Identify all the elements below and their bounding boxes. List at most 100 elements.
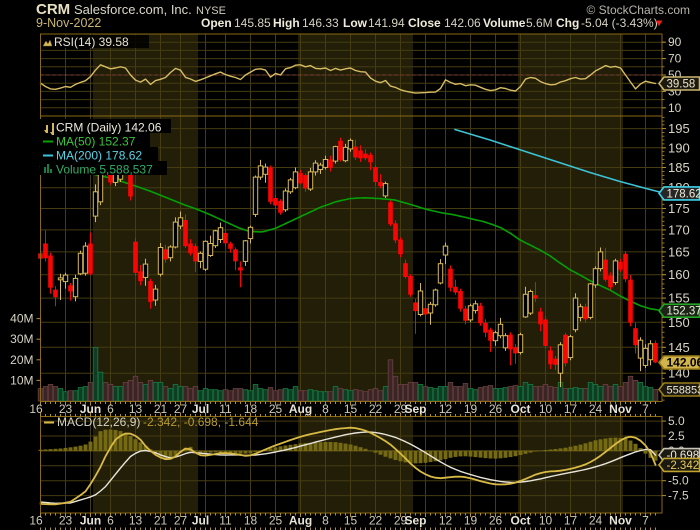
- svg-text:24: 24: [589, 402, 603, 416]
- svg-text:-7.5: -7.5: [668, 489, 689, 503]
- svg-text:7: 7: [642, 514, 649, 528]
- svg-text:Aug: Aug: [289, 514, 312, 528]
- svg-text:16: 16: [29, 402, 43, 416]
- svg-text:8: 8: [322, 514, 329, 528]
- svg-text:MACD(12,26,9): MACD(12,26,9): [57, 415, 140, 429]
- svg-text:12: 12: [439, 402, 453, 416]
- svg-text:Low: Low: [343, 16, 368, 30]
- svg-text:2.5: 2.5: [668, 429, 685, 443]
- svg-text:6: 6: [107, 514, 114, 528]
- svg-text:145.85: 145.85: [234, 16, 271, 30]
- svg-text:26: 26: [489, 402, 503, 416]
- svg-text:5.6M: 5.6M: [526, 16, 553, 30]
- svg-text:11: 11: [219, 402, 232, 416]
- svg-text:5588537: 5588537: [667, 385, 700, 397]
- svg-text:155: 155: [668, 291, 690, 306]
- svg-text:27: 27: [174, 402, 188, 416]
- svg-text:Oct: Oct: [510, 514, 530, 528]
- svg-text:16: 16: [29, 514, 43, 528]
- svg-text:Jul: Jul: [192, 514, 209, 528]
- svg-text:13: 13: [129, 514, 143, 528]
- svg-text:150: 150: [668, 315, 690, 330]
- svg-text:30M: 30M: [10, 332, 33, 346]
- svg-text:-5.04 (-3.43%): -5.04 (-3.43%): [581, 16, 658, 30]
- svg-text:15: 15: [344, 514, 358, 528]
- svg-text:20M: 20M: [10, 353, 33, 367]
- svg-text:NYSE: NYSE: [196, 5, 226, 17]
- svg-text:11: 11: [219, 514, 232, 528]
- svg-text:21: 21: [154, 402, 168, 416]
- svg-text:23: 23: [59, 402, 73, 416]
- svg-text:90: 90: [668, 35, 682, 49]
- svg-text:MA(200) 178.62: MA(200) 178.62: [56, 149, 142, 163]
- svg-text:10: 10: [539, 402, 553, 416]
- svg-text:29: 29: [394, 402, 408, 416]
- svg-text:Salesforce.com, Inc.: Salesforce.com, Inc.: [74, 2, 192, 17]
- svg-text:19: 19: [464, 514, 478, 528]
- svg-text:170: 170: [668, 222, 690, 237]
- svg-text:17: 17: [564, 514, 578, 528]
- svg-text:27: 27: [174, 514, 188, 528]
- svg-text:39.58: 39.58: [667, 79, 696, 91]
- svg-text:High: High: [273, 16, 300, 30]
- svg-text:6: 6: [107, 402, 114, 416]
- svg-text:18: 18: [244, 402, 258, 416]
- svg-text:18: 18: [244, 514, 258, 528]
- svg-text:25: 25: [269, 514, 283, 528]
- svg-text:13: 13: [129, 402, 143, 416]
- svg-text:9-Nov-2022: 9-Nov-2022: [36, 16, 101, 30]
- svg-text:142.06: 142.06: [444, 16, 481, 30]
- svg-text:10: 10: [539, 514, 553, 528]
- svg-text:40M: 40M: [10, 312, 33, 326]
- svg-text:© StockCharts.com: © StockCharts.com: [586, 3, 690, 17]
- svg-text:23: 23: [59, 514, 73, 528]
- svg-text:195: 195: [668, 121, 690, 136]
- svg-text:Nov: Nov: [609, 514, 632, 528]
- svg-text:175: 175: [668, 201, 690, 216]
- svg-text:141.94: 141.94: [368, 16, 405, 30]
- svg-text:10: 10: [668, 101, 682, 115]
- svg-text:Oct: Oct: [510, 402, 530, 416]
- svg-text:17: 17: [564, 402, 578, 416]
- svg-text:190: 190: [668, 140, 690, 155]
- svg-text:185: 185: [668, 160, 690, 175]
- svg-text:8: 8: [322, 402, 329, 416]
- svg-text:Jun: Jun: [80, 402, 101, 416]
- svg-text:160: 160: [668, 267, 690, 282]
- svg-text:Sep: Sep: [404, 514, 426, 528]
- svg-text:5.0: 5.0: [668, 414, 685, 428]
- svg-text:Volume: Volume: [483, 16, 526, 30]
- svg-text:22: 22: [369, 514, 383, 528]
- svg-text:-2.342, -0.698, -1.644: -2.342, -0.698, -1.644: [143, 415, 259, 429]
- svg-text:CRM (Daily) 142.06: CRM (Daily) 142.06: [56, 121, 162, 135]
- svg-text:152.37: 152.37: [667, 306, 700, 318]
- svg-text:Sep: Sep: [404, 402, 426, 416]
- svg-text:26: 26: [489, 514, 503, 528]
- svg-text:Close: Close: [408, 16, 441, 30]
- svg-text:70: 70: [668, 52, 682, 66]
- svg-text:178.62: 178.62: [667, 188, 700, 200]
- svg-text:146.33: 146.33: [302, 16, 339, 30]
- svg-text:15: 15: [344, 402, 358, 416]
- svg-text:CRM: CRM: [36, 1, 70, 18]
- svg-text:Open: Open: [201, 16, 232, 30]
- svg-text:RSI(14) 39.58: RSI(14) 39.58: [54, 35, 129, 49]
- svg-text:21: 21: [154, 514, 168, 528]
- svg-text:MA(50) 152.37: MA(50) 152.37: [56, 135, 136, 149]
- svg-text:Jul: Jul: [192, 402, 209, 416]
- svg-text:Nov: Nov: [609, 402, 632, 416]
- svg-text:19: 19: [464, 402, 478, 416]
- svg-text:29: 29: [394, 514, 408, 528]
- svg-text:24: 24: [589, 514, 603, 528]
- svg-text:12: 12: [439, 514, 453, 528]
- svg-text:Volume 5,588,537: Volume 5,588,537: [56, 163, 153, 177]
- svg-text:10M: 10M: [10, 373, 33, 387]
- svg-text:Chg: Chg: [556, 16, 579, 30]
- svg-text:142.06: 142.06: [667, 356, 700, 370]
- svg-text:145: 145: [668, 340, 690, 355]
- svg-text:25: 25: [269, 402, 283, 416]
- svg-text:-5.0: -5.0: [668, 474, 689, 488]
- svg-text:165: 165: [668, 244, 690, 259]
- svg-text:7: 7: [642, 402, 649, 416]
- svg-text:Jun: Jun: [80, 514, 101, 528]
